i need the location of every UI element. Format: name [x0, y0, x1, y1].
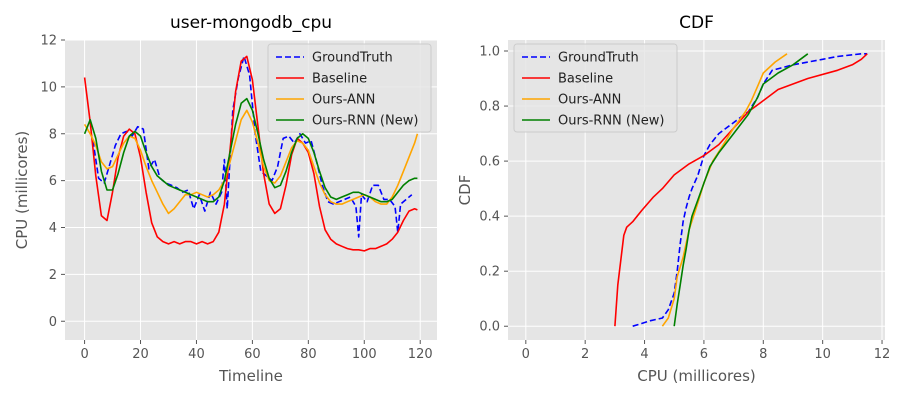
- cdf-chart-x-tick-label: 0: [522, 347, 530, 362]
- timeline-chart-y-tick-label: 2: [49, 268, 57, 283]
- timeline-chart-y-tick-label: 0: [49, 315, 57, 330]
- timeline-chart-y-tick-label: 4: [49, 221, 57, 236]
- timeline-chart-x-tick-label: 0: [80, 347, 88, 362]
- cdf-chart-series-baseline: [614, 53, 868, 327]
- timeline-chart-x-tick-label: 120: [408, 347, 433, 362]
- cdf-chart-x-tick-label: 4: [640, 347, 648, 362]
- cdf-chart-y-tick-label: 0.0: [479, 320, 500, 335]
- timeline-chart-panel: 0 20 40 60 80 100 120 0 2 4 6 8 10 12 user-mongodb_cp…: [13, 13, 437, 385]
- cdf-chart-ticks: 0 2 4 6 8 10 12 0.0 0.2 0.4 0.6 0.8 1.0: [479, 45, 890, 362]
- timeline-chart-x-tick-label: 60: [244, 347, 261, 362]
- cdf-chart-legend: GroundTruth Baseline Ours-ANN Ours-RNN (New…: [513, 43, 678, 133]
- cdf-chart-series-groundtruth: [632, 52, 868, 327]
- cdf-chart-y-tick-label: 0.8: [479, 100, 500, 115]
- cdf-chart-x-tick-label: 6: [700, 347, 708, 362]
- cdf-chart-legend-label: Ours-RNN (New): [558, 114, 664, 129]
- cdf-chart-legend-label: GroundTruth: [558, 51, 639, 66]
- cdf-chart-y-axis-label: CDF: [456, 175, 474, 206]
- cdf-chart-legend-label: Ours-ANN: [558, 93, 621, 108]
- timeline-chart-y-axis-label: CPU (millicores): [13, 131, 31, 250]
- cdf-chart-legend-box: [513, 43, 678, 133]
- timeline-chart-y-tick-label: 10: [40, 80, 57, 95]
- cdf-chart-x-axis-label: CPU (millicores): [637, 367, 756, 385]
- timeline-chart-ticks: 0 20 40 60 80 100 120 0 2 4 6 8 10 12: [40, 34, 432, 363]
- cdf-chart-y-tick-label: 1.0: [479, 45, 500, 60]
- timeline-chart-y-tick-label: 6: [49, 174, 57, 189]
- cdf-chart-y-tick-label: 0.4: [479, 210, 500, 225]
- timeline-chart-grid: [65, 39, 437, 340]
- cdf-chart-x-tick-label: 2: [581, 347, 589, 362]
- timeline-chart-legend-label: Ours-RNN (New): [312, 114, 418, 129]
- timeline-chart-series: [83, 55, 419, 252]
- timeline-chart-x-tick-label: 100: [352, 347, 377, 362]
- cdf-chart-series-ours-rnn-new: [673, 53, 809, 327]
- timeline-chart-legend: GroundTruth Baseline Ours-ANN Ours-RNN (New…: [267, 43, 432, 133]
- timeline-chart-series-ours-rnn-new: [83, 97, 418, 203]
- timeline-chart-legend-label: Ours-ANN: [312, 93, 375, 108]
- cdf-chart-legend-label: Baseline: [558, 72, 613, 87]
- cdf-chart-title: CDF: [679, 13, 714, 33]
- timeline-chart-x-tick-label: 40: [188, 347, 205, 362]
- cdf-chart-panel: 0 2 4 6 8 10 12 0.0 0.2 0.4 0.6 0.8 1.0 CDF CPU (mil…: [456, 13, 890, 385]
- timeline-chart-x-tick-label: 20: [132, 347, 149, 362]
- timeline-chart-series-baseline: [83, 55, 418, 252]
- cdf-chart-x-tick-label: 10: [814, 347, 831, 362]
- timeline-chart-y-tick-label: 12: [40, 34, 57, 49]
- cdf-chart-series: [614, 52, 868, 327]
- cdf-chart-x-tick-label: 12: [874, 347, 891, 362]
- timeline-chart-x-axis-label: Timeline: [218, 367, 283, 385]
- cdf-chart-y-tick-label: 0.2: [479, 265, 500, 280]
- cdf-chart-x-tick-label: 8: [759, 347, 767, 362]
- timeline-chart-legend-label: GroundTruth: [312, 51, 393, 66]
- timeline-chart-y-tick-label: 8: [49, 127, 57, 142]
- timeline-chart-legend-label: Baseline: [312, 72, 367, 87]
- cdf-chart-y-tick-label: 0.6: [479, 155, 500, 170]
- timeline-chart-x-tick-label: 80: [300, 347, 317, 362]
- timeline-chart-legend-box: [267, 43, 432, 133]
- timeline-chart-title: user-mongodb_cpu: [170, 13, 332, 33]
